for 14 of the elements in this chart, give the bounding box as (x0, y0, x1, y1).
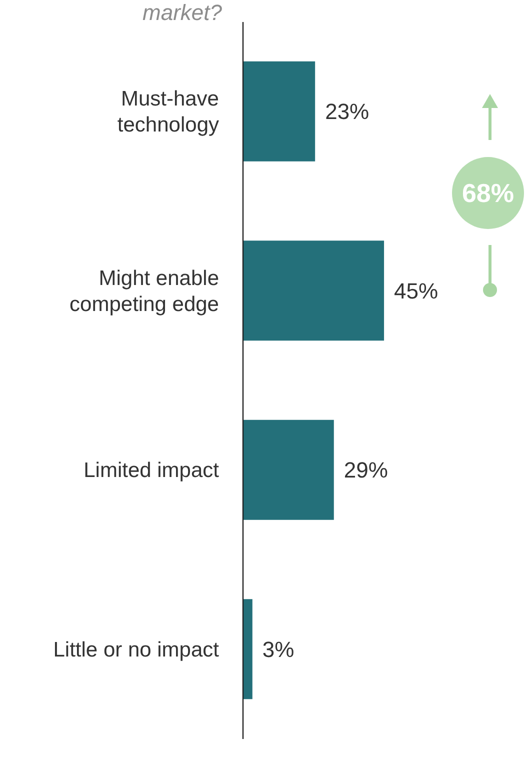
y-tick-label: Must-have technology (117, 87, 220, 136)
data-label: 23% (325, 99, 370, 124)
y-tick-label: Little or no impact (53, 638, 220, 661)
bar (243, 61, 316, 162)
bar (243, 240, 384, 341)
y-tick-label: Might enable competing edge (70, 266, 219, 316)
text: 68% (462, 178, 514, 208)
bar (243, 599, 252, 700)
data-label: 3% (262, 636, 294, 662)
bar (243, 420, 334, 520)
data-label: 45% (394, 278, 438, 304)
y-tick-label: Limited impact (84, 458, 220, 482)
data-label: 29% (344, 458, 388, 483)
chart-title: market? (142, 0, 222, 26)
